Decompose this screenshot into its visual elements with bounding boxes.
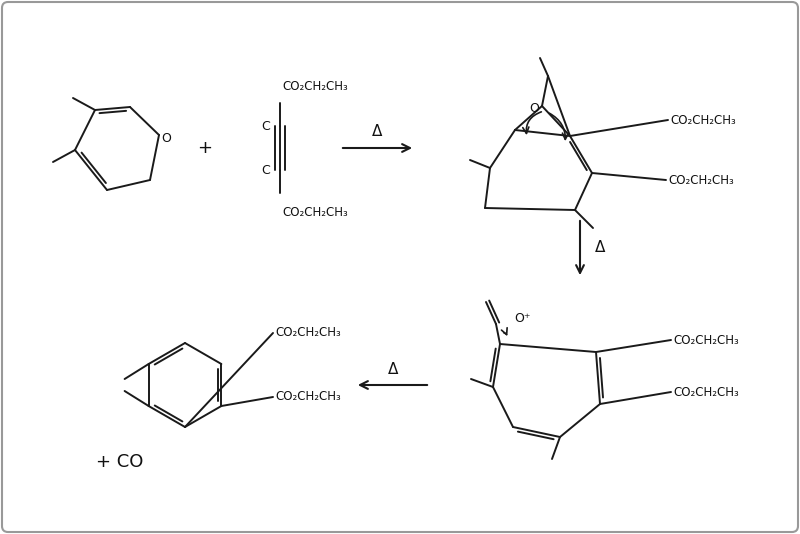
Text: +: +	[198, 139, 213, 157]
Text: O: O	[161, 132, 171, 145]
Text: C: C	[262, 120, 270, 132]
Text: CO₂CH₂CH₃: CO₂CH₂CH₃	[275, 326, 341, 340]
Text: CO₂CH₂CH₃: CO₂CH₂CH₃	[282, 207, 348, 219]
Text: Δ: Δ	[372, 124, 382, 139]
Text: CO₂CH₂CH₃: CO₂CH₂CH₃	[668, 174, 734, 186]
Text: CO₂CH₂CH₃: CO₂CH₂CH₃	[275, 390, 341, 404]
Text: CO₂CH₂CH₃: CO₂CH₂CH₃	[282, 80, 348, 92]
Text: Δ: Δ	[388, 363, 398, 378]
Text: C: C	[262, 163, 270, 177]
Text: + CO: + CO	[96, 453, 144, 471]
Text: CO₂CH₂CH₃: CO₂CH₂CH₃	[673, 334, 738, 347]
Text: O: O	[529, 101, 539, 114]
Text: O⁺: O⁺	[514, 312, 530, 326]
Text: CO₂CH₂CH₃: CO₂CH₂CH₃	[670, 114, 736, 127]
Text: Δ: Δ	[595, 240, 605, 255]
Text: CO₂CH₂CH₃: CO₂CH₂CH₃	[673, 386, 738, 398]
